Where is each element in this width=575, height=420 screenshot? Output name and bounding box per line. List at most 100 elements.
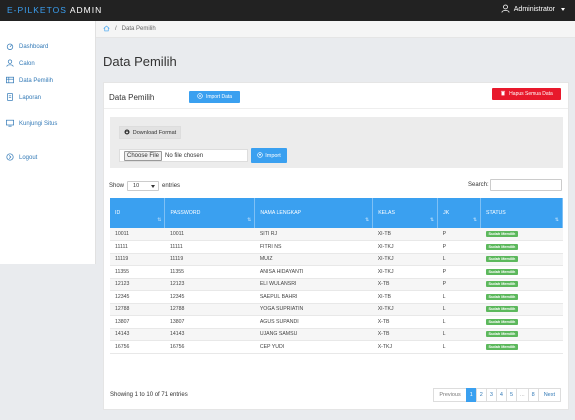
sidebar-item-kunjungi-situs[interactable]: Kunjungi Situs xyxy=(6,119,57,129)
panel-title: Data Pemilih xyxy=(109,93,155,102)
sort-icon: ⇅ xyxy=(364,217,370,223)
breadcrumb: / Data Pemilih xyxy=(96,21,575,38)
sidebar-item-label: Data Pemilih xyxy=(19,78,54,84)
table-cell-jk: P xyxy=(437,240,481,254)
user-menu-dropdown[interactable]: Administrator xyxy=(501,4,565,15)
entries-select[interactable]: 10 xyxy=(127,181,160,191)
table-cell-id: 16756 xyxy=(110,340,165,354)
delete-all-label: Hapus Semua Data xyxy=(509,91,553,97)
table-cell-jk: L xyxy=(437,340,481,354)
user-icon xyxy=(501,4,510,15)
table-cell-nama: SAEPUL BAHRI xyxy=(254,290,373,304)
table-cell-jk: P xyxy=(437,265,481,279)
brand-logo[interactable]: E-PILKETOS ADMIN xyxy=(7,5,102,15)
brand-prefix: E-PILKETOS xyxy=(7,5,67,15)
table-cell-kelas: XI-TKJ xyxy=(372,303,438,316)
column-header[interactable]: STATUS ⇅ xyxy=(480,198,563,228)
table-cell-kelas: X-TKJ xyxy=(372,340,438,354)
table-cell-kelas: XI-TB xyxy=(372,228,438,241)
table-cell-kelas: XI-TB xyxy=(372,290,438,304)
table-cell-status: Sudah Memilih xyxy=(480,303,563,316)
trash-icon xyxy=(500,90,506,98)
table-cell-id: 11355 xyxy=(110,265,165,279)
search-input[interactable] xyxy=(490,179,562,191)
table-cell-status: Sudah Memilih xyxy=(480,328,563,341)
table-cell-password: 14143 xyxy=(164,328,255,341)
table-cell-status: Sudah Memilih xyxy=(480,253,563,266)
sidebar-item-label: Laporan xyxy=(19,95,42,101)
table-cell-nama: MUIZ xyxy=(254,253,373,266)
table-cell-id: 12123 xyxy=(110,278,165,291)
next-page-button[interactable]: Next xyxy=(537,388,561,402)
no-file-text: No file chosen xyxy=(165,152,204,159)
choose-file-button[interactable]: Choose File xyxy=(124,150,163,161)
table-info: Showing 1 to 10 of 71 entries xyxy=(110,392,188,398)
voters-table: ID ⇅ PASSWORD ⇅ NAMA LENGKAP ⇅ KELAS ⇅ JK ⇅ STATUS… xyxy=(110,198,563,354)
sidebar: Dashboard Calon Data Pemilih Laporan Kun… xyxy=(0,21,96,264)
download-format-button[interactable]: Download Format xyxy=(119,126,181,139)
table-cell-id: 13807 xyxy=(110,315,165,329)
sidebar-item-dashboard[interactable]: Dashboard xyxy=(6,42,48,52)
table-row: 12123 12123 ELI WULANSRI X-TB P Sudah Memilih xyxy=(110,278,563,291)
sidebar-item-label: Calon xyxy=(19,61,35,67)
table-cell-password: 10011 xyxy=(164,228,255,241)
previous-page-button[interactable]: Previous xyxy=(433,388,467,402)
table-cell-status: Sudah Memilih xyxy=(480,265,563,279)
chevron-down-icon xyxy=(561,8,565,11)
table-cell-password: 11119 xyxy=(164,253,255,266)
file-input[interactable]: Choose File No file chosen xyxy=(119,149,248,162)
column-header-label: NAMA LENGKAP xyxy=(260,210,301,216)
column-header[interactable]: NAMA LENGKAP ⇅ xyxy=(254,198,374,228)
sidebar-item-logout[interactable]: Logout xyxy=(6,153,37,163)
table-cell-status: Sudah Memilih xyxy=(480,240,563,254)
table-cell-jk: L xyxy=(437,303,481,316)
sidebar-item-label: Dashboard xyxy=(19,44,49,50)
table-cell-nama: UJANG SAMSU xyxy=(254,328,373,341)
sidebar-item-calon[interactable]: Calon xyxy=(6,59,35,69)
table-body: 10011 10011 SITI RJ XI-TB P Sudah Memilih 1111… xyxy=(110,228,563,354)
home-icon[interactable] xyxy=(103,25,110,34)
sort-icon: ⇅ xyxy=(429,217,435,223)
column-header-label: STATUS xyxy=(486,210,506,216)
table-cell-password: 11355 xyxy=(164,265,255,279)
delete-all-button[interactable]: Hapus Semua Data xyxy=(492,88,561,100)
table-cell-id: 12788 xyxy=(110,303,165,316)
column-header[interactable]: KELAS ⇅ xyxy=(372,198,439,228)
import-button[interactable]: Import xyxy=(251,148,287,163)
import-data-button[interactable]: Import Data xyxy=(189,91,240,103)
status-badge: Sudah Memilih xyxy=(485,306,519,313)
table-cell-password: 11111 xyxy=(164,240,255,254)
status-badge: Sudah Memilih xyxy=(485,268,519,275)
breadcrumb-separator: / xyxy=(115,26,117,32)
status-badge: Sudah Memilih xyxy=(485,318,519,325)
table-header-row: ID ⇅ PASSWORD ⇅ NAMA LENGKAP ⇅ KELAS ⇅ JK ⇅ STATUS… xyxy=(110,198,563,228)
column-header-label: JK xyxy=(443,210,450,216)
table-row: 16756 16756 CEP YUDI X-TKJ L Sudah Memilih xyxy=(110,340,563,354)
sort-icon: ⇅ xyxy=(247,217,252,223)
table-cell-status: Sudah Memilih xyxy=(480,228,563,241)
table-cell-nama: ELI WULANSRI xyxy=(254,278,373,291)
table-cell-jk: L xyxy=(437,253,481,266)
column-header[interactable]: ID ⇅ xyxy=(110,198,166,228)
status-badge: Sudah Memilih xyxy=(485,343,519,350)
upload-icon xyxy=(257,151,263,160)
sidebar-item-data-pemilih[interactable]: Data Pemilih xyxy=(6,76,53,86)
column-header[interactable]: PASSWORD ⇅ xyxy=(164,198,256,228)
main-panel: Data Pemilih Import Data Hapus Semua Dat… xyxy=(103,82,569,410)
table-cell-status: Sudah Memilih xyxy=(480,340,563,354)
table-cell-nama: FITRI NS xyxy=(254,240,373,254)
entries-label: entries xyxy=(162,183,181,189)
table-row: 11355 11355 ANISA HIDAYANTI XI-TKJ P Sudah Me… xyxy=(110,265,563,279)
table-cell-id: 11119 xyxy=(110,253,165,266)
monitor-icon xyxy=(6,119,14,129)
table-cell-id: 14143 xyxy=(110,328,165,341)
column-header[interactable]: JK ⇅ xyxy=(437,198,482,228)
sidebar-item-laporan[interactable]: Laporan xyxy=(6,93,41,103)
document-icon xyxy=(6,93,14,103)
table-cell-jk: P xyxy=(437,228,481,241)
table-cell-nama: CEP YUDI xyxy=(254,340,373,354)
table-cell-nama: AGUS SUPANDI xyxy=(254,315,373,329)
table-cell-nama: SITI RJ xyxy=(254,228,373,241)
show-label: Show xyxy=(109,183,125,189)
table-cell-jk: L xyxy=(437,315,481,329)
